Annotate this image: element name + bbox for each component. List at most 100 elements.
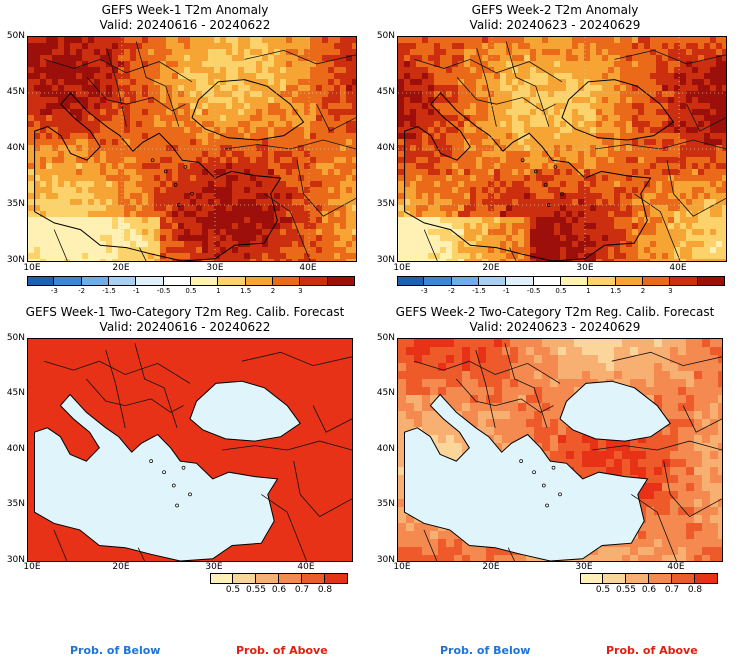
lat-label: 40N: [376, 444, 395, 454]
border-line: [263, 193, 311, 261]
panel-valid-date: Valid: 20240623 - 20240629: [469, 320, 641, 334]
border-line: [137, 547, 145, 561]
colorbar-frame: [580, 573, 718, 584]
colorbar-tick-label: 0.55: [615, 585, 637, 595]
panel-title: GEFS Week-1 Two-Category T2m Reg. Calib.…: [25, 305, 345, 319]
border-line: [611, 351, 722, 367]
lon-label: 30E: [575, 562, 593, 572]
colorbar-swatch: [670, 276, 698, 285]
colorbar-swatch: [626, 573, 649, 583]
colorbar-swatch: [533, 276, 561, 285]
colorbar-tick-label: -1: [502, 287, 510, 295]
panel-title: GEFS Week-1 T2m Anomaly: [101, 3, 269, 17]
coastline: [404, 92, 652, 261]
field-layer: [28, 37, 356, 261]
lat-label: 35N: [6, 199, 25, 209]
colorbar-swatch: [479, 276, 507, 285]
colorbar-swatch: [397, 276, 425, 285]
island: [533, 169, 538, 174]
black-sea: [189, 380, 301, 442]
colorbar-tick-label: 3: [298, 287, 303, 295]
border-line: [507, 547, 515, 561]
colorbar-swatch: [561, 276, 589, 285]
prob-map-week2: [397, 338, 723, 562]
island: [541, 483, 546, 488]
panel-week1-anomaly: GEFS Week-1 T2m Anomaly Valid: 20240616 …: [0, 0, 370, 300]
border-line: [105, 349, 126, 428]
colorbar-swatch: [163, 276, 191, 285]
prob-map-week1: [27, 338, 353, 562]
border-line: [509, 247, 517, 261]
colorbar-tick-label: 3: [668, 287, 673, 295]
prob-colorbar: 0.5 0.55 0.6 0.7 0.8: [580, 573, 718, 597]
border-line: [296, 160, 356, 217]
colorbar-tick-label: 2: [270, 287, 276, 295]
colorbar-swatch: [506, 276, 534, 285]
border-line: [139, 247, 147, 261]
colorbar-tick-label: -3: [50, 287, 58, 295]
colorbar-tick-label: 0.8: [317, 585, 333, 595]
colorbar-swatch: [672, 573, 695, 583]
border-line: [53, 529, 68, 561]
colorbar-swatch: [424, 276, 452, 285]
lon-label: 40E: [297, 562, 315, 572]
border-line: [423, 529, 438, 561]
colorbar-swatch: [136, 276, 164, 285]
island: [188, 492, 192, 497]
lat-label: 50N: [6, 333, 25, 343]
coastline: [34, 92, 282, 261]
prob-below-label: Prob. of Below: [440, 644, 531, 657]
lat-label: 50N: [6, 31, 25, 41]
prob-above-label: Prob. of Above: [236, 644, 328, 657]
border-line: [106, 48, 127, 127]
colorbar-swatch: [302, 573, 325, 583]
border-line: [134, 343, 178, 428]
border-line: [456, 77, 556, 112]
lon-label: 30E: [206, 263, 224, 273]
border-line: [504, 343, 548, 428]
colorbar-swatch: [580, 573, 603, 583]
colorbar-tick-label: 0.5: [225, 585, 241, 595]
colorbar-swatch: [54, 276, 82, 285]
lon-label: 30E: [205, 562, 223, 572]
border-line: [505, 41, 550, 127]
island: [181, 465, 186, 470]
border-line: [475, 349, 496, 428]
lat-label: 40N: [6, 143, 25, 153]
lon-label: 40E: [669, 263, 687, 273]
island: [171, 483, 176, 488]
colorbar-swatch: [273, 276, 301, 285]
colorbar-tick-label: 0.5: [595, 585, 611, 595]
border-line: [594, 139, 726, 150]
lon-label: 10E: [393, 263, 411, 273]
anomaly-colorbar: -3 -2 -1.5 -1 -0.5 0.5 1 1.5 2 3: [27, 276, 355, 298]
lat-label: 35N: [376, 199, 395, 209]
colorbar-tick-label: 0.6: [641, 585, 657, 595]
colorbar-swatch: [233, 573, 256, 583]
colorbar-frame: [27, 276, 355, 286]
border-line: [633, 193, 681, 261]
lon-label: 10E: [393, 562, 411, 572]
island: [519, 459, 523, 463]
border-line: [316, 104, 356, 132]
colorbar-tick-label: -1.5: [472, 287, 486, 295]
lat-label: 50N: [376, 31, 395, 41]
colorbar-tick-label: 0.5: [555, 287, 567, 295]
mediterranean-sea: [34, 393, 279, 561]
island: [553, 165, 558, 169]
lon-label: 40E: [667, 562, 685, 572]
colorbar-tick-label: 0.7: [294, 585, 310, 595]
border-line: [44, 58, 193, 83]
lat-label: 35N: [6, 499, 25, 509]
panel-valid-date: Valid: 20240616 - 20240622: [99, 320, 271, 334]
colorbar-swatch: [27, 276, 55, 285]
colorbar-tick-label: 0.7: [664, 585, 680, 595]
colorbar-tick-label: 1: [216, 287, 221, 295]
lat-label: 30N: [6, 555, 25, 565]
panel-title: GEFS Week-2 T2m Anomaly: [471, 3, 639, 17]
colorbar-tick-label: -0.5: [526, 287, 541, 295]
colorbar-tick-label: 0.8: [687, 585, 703, 595]
colorbar-tick-label: -1: [132, 287, 140, 295]
border-line: [293, 461, 352, 518]
panel-week2-prob: GEFS Week-2 Two-Category T2m Reg. Calib.…: [370, 300, 740, 600]
